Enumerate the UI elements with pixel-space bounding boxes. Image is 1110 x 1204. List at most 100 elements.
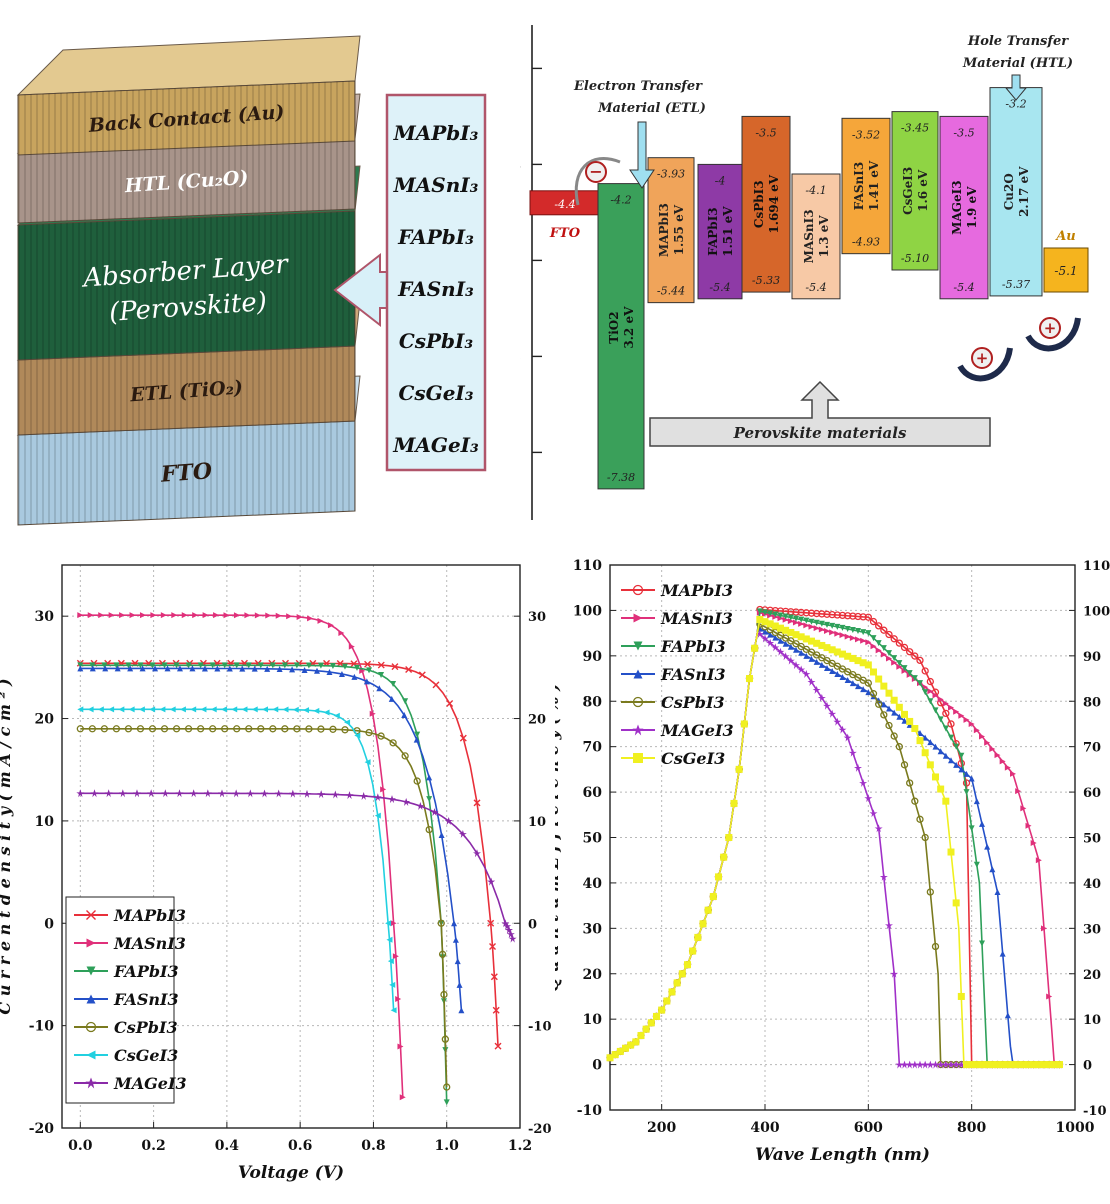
- data-point: [777, 612, 784, 619]
- data-point: [386, 936, 393, 943]
- data-point: [885, 921, 893, 930]
- data-point: [994, 752, 1001, 759]
- y-tick-label-right: 70: [1083, 741, 1101, 756]
- data-point: [869, 690, 878, 698]
- data-point: [911, 797, 919, 805]
- data-point: [973, 861, 980, 868]
- jv-series: [77, 665, 465, 1014]
- htl-arrow: [1004, 74, 1028, 101]
- perovskite-pointer: [649, 380, 991, 447]
- data-point: [766, 638, 775, 647]
- data-point: [689, 947, 697, 955]
- data-point: [885, 689, 893, 697]
- data-point: [359, 667, 366, 674]
- band-block: -3.2 -5.37 Cu2O 2.17 eV: [989, 87, 1043, 297]
- y-tick-label: 40: [583, 876, 603, 892]
- data-point: [354, 664, 361, 671]
- data-point: [942, 725, 949, 732]
- data-point: [388, 695, 395, 702]
- data-point: [233, 725, 241, 733]
- data-point: [932, 773, 939, 781]
- qe-series: [607, 625, 1063, 1068]
- data-point: [875, 647, 882, 654]
- x-tick-label: 400: [750, 1120, 779, 1136]
- data-point: [931, 942, 940, 951]
- data-point: [834, 671, 841, 677]
- data-point: [813, 619, 820, 626]
- band-block-name-group: MAGeI3 1.9 eV: [950, 180, 979, 234]
- data-point: [725, 834, 733, 841]
- qe-series: [606, 620, 1064, 1069]
- band-block-rect: [791, 173, 841, 300]
- data-point: [274, 789, 283, 798]
- data-point: [633, 613, 643, 623]
- data-point: [823, 610, 831, 618]
- data-point: [388, 795, 397, 804]
- jv-chart-panel: 0.0 0.2 0.4 0.6 0.8 1.0 1.2 -20 -20 -10 -10 0 0 10 10 2…: [0, 540, 555, 1200]
- data-point: [890, 696, 898, 704]
- data-point: [834, 623, 841, 630]
- data-point: [213, 612, 220, 619]
- data-point: [937, 748, 944, 755]
- data-point: [968, 825, 975, 832]
- data-point: [633, 753, 643, 763]
- material-name: CsPbI₃: [399, 329, 474, 353]
- data-point: [968, 775, 975, 782]
- etl-label-line2: Material (ETL): [597, 101, 706, 116]
- data-point: [994, 889, 1001, 895]
- hole-icon: [1039, 317, 1061, 339]
- band-y-tick-label: -5: [520, 251, 521, 270]
- jv-series: [77, 612, 406, 1101]
- data-point: [127, 665, 134, 672]
- data-point: [173, 662, 180, 669]
- band-fto-label: FTO: [549, 226, 581, 241]
- data-point: [354, 732, 361, 739]
- data-point: [132, 789, 141, 798]
- data-point: [875, 622, 883, 630]
- data-point: [265, 612, 272, 619]
- data-point: [492, 1006, 500, 1014]
- data-point: [380, 786, 387, 793]
- stack-layer-texture: [18, 139, 355, 223]
- data-point: [885, 721, 893, 730]
- data-point: [957, 1060, 966, 1069]
- data-point: [221, 725, 229, 733]
- data-point: [777, 637, 784, 644]
- data-point: [152, 665, 159, 672]
- band-block-gap: 3.2 eV: [622, 306, 636, 349]
- band-block-name: CsGeI3: [901, 167, 915, 215]
- data-point: [1030, 839, 1037, 846]
- y-tick-label: 70: [583, 740, 603, 756]
- data-point: [633, 641, 643, 651]
- data-point: [389, 981, 396, 988]
- data-point: [782, 613, 789, 620]
- band-block-rect: [647, 157, 695, 304]
- legend-label: FASnI3: [113, 990, 179, 1009]
- band-block-gap: 1.6 eV: [916, 169, 930, 212]
- data-point: [323, 709, 330, 716]
- electron-sign: −: [589, 162, 602, 181]
- data-point: [921, 749, 929, 757]
- x-tick-label: 800: [957, 1120, 986, 1136]
- data-point: [838, 725, 847, 734]
- y-tick-label-right: 30: [528, 610, 546, 625]
- x-tick-label: 200: [647, 1120, 676, 1136]
- data-point: [503, 922, 512, 931]
- data-point: [104, 789, 113, 798]
- data-point: [812, 685, 821, 694]
- legend-label: MASnI3: [660, 609, 733, 628]
- etl-label-line1: Electron Transfer: [573, 79, 703, 94]
- data-point: [824, 664, 830, 671]
- data-point: [948, 704, 954, 711]
- data-point: [76, 725, 84, 733]
- data-point: [865, 689, 872, 696]
- data-point: [364, 660, 372, 668]
- data-point: [886, 705, 892, 712]
- data-point: [849, 680, 856, 687]
- data-point: [864, 661, 872, 669]
- data-point: [855, 683, 861, 690]
- band-block-gap: 1.9 eV: [965, 186, 979, 229]
- band-block-gap: 1.41 eV: [867, 160, 881, 211]
- data-point: [139, 665, 146, 672]
- y-tick-label: 10: [583, 1012, 603, 1028]
